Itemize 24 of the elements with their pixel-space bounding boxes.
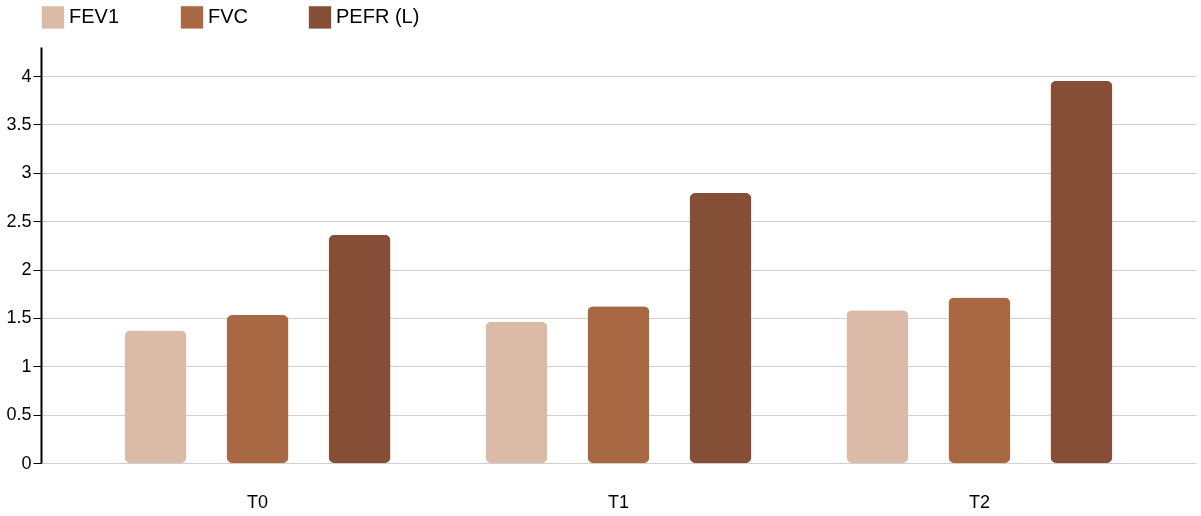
y-tick-label: 1.5 xyxy=(6,307,32,328)
x-tick-label: T2 xyxy=(968,491,990,512)
y-tick-label: 3.5 xyxy=(6,113,32,134)
y-tick-label: 1 xyxy=(21,355,32,376)
bar xyxy=(1050,80,1113,463)
y-tick-label: 2.5 xyxy=(6,210,32,231)
legend-label: FVC xyxy=(208,5,248,28)
legend-label: FEV1 xyxy=(69,5,120,28)
bar xyxy=(124,330,187,463)
y-tick-label: 4 xyxy=(21,65,32,86)
y-tick-label: 3 xyxy=(21,162,32,183)
bar xyxy=(846,310,909,463)
y-tick-label: 0 xyxy=(21,452,32,473)
x-tick-label: T0 xyxy=(247,491,269,512)
bar xyxy=(485,321,548,463)
bar xyxy=(587,306,650,463)
bar xyxy=(226,314,289,463)
y-tick-label: 2 xyxy=(21,259,32,280)
legend-label: PEFR (L) xyxy=(336,5,420,28)
bar xyxy=(689,193,752,463)
y-tick-label: 0.5 xyxy=(6,404,32,425)
bar xyxy=(328,234,391,463)
x-tick-label: T1 xyxy=(607,491,630,512)
bar xyxy=(948,297,1011,463)
